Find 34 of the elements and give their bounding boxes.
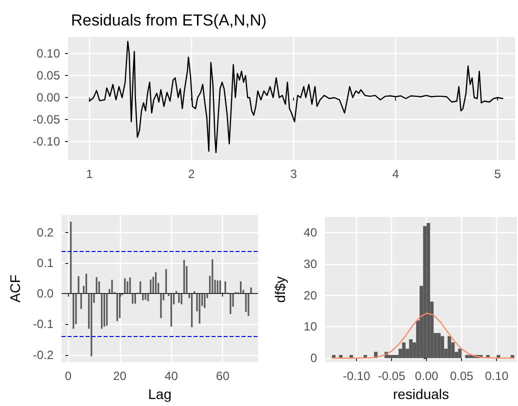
y-tick-label: -0.1 — [32, 317, 54, 332]
y-tick-label: 30 — [304, 256, 318, 271]
y-axis-title: ACF — [7, 274, 23, 303]
y-tick-label: 0.00 — [36, 90, 60, 105]
y-axis-title: df$y — [272, 276, 288, 303]
x-tick-label: -0.05 — [378, 369, 406, 384]
y-tick-label: 0.0 — [36, 286, 54, 301]
y-tick-label: 20 — [304, 288, 318, 302]
chart-title: Residuals from ETS(A,N,N) — [71, 12, 267, 30]
x-tick-label: 3 — [290, 167, 298, 181]
y-tick-label: -0.2 — [32, 348, 54, 362]
y-tick-label: -0.10 — [32, 134, 60, 149]
x-tick-label: 0.05 — [450, 369, 474, 384]
y-tick-label: 0 — [310, 351, 318, 366]
y-tick-label: 0.1 — [36, 256, 54, 270]
x-tick-label: -0.10 — [342, 369, 371, 384]
x-tick-label: 0.00 — [414, 369, 439, 384]
x-tick-label: 0 — [64, 369, 72, 384]
x-tick-label: 5 — [494, 167, 502, 181]
x-tick-label: 1 — [86, 167, 94, 181]
y-tick-label: 0.2 — [36, 225, 54, 240]
y-tick-label: 40 — [304, 225, 318, 240]
x-axis-title: residuals — [392, 386, 450, 402]
y-tick-label: 0.10 — [36, 46, 60, 61]
x-tick-label: 4 — [392, 167, 400, 181]
y-tick-label: -0.05 — [32, 112, 60, 127]
x-tick-label: 0.10 — [485, 369, 509, 384]
x-axis-title: Lag — [148, 386, 172, 402]
x-tick-label: 60 — [216, 369, 230, 384]
x-tick-label: 40 — [164, 369, 178, 384]
y-tick-label: 10 — [304, 320, 318, 334]
y-tick-label: 0.05 — [36, 68, 60, 83]
x-tick-label: 20 — [113, 369, 127, 384]
x-tick-label: 2 — [188, 167, 196, 181]
